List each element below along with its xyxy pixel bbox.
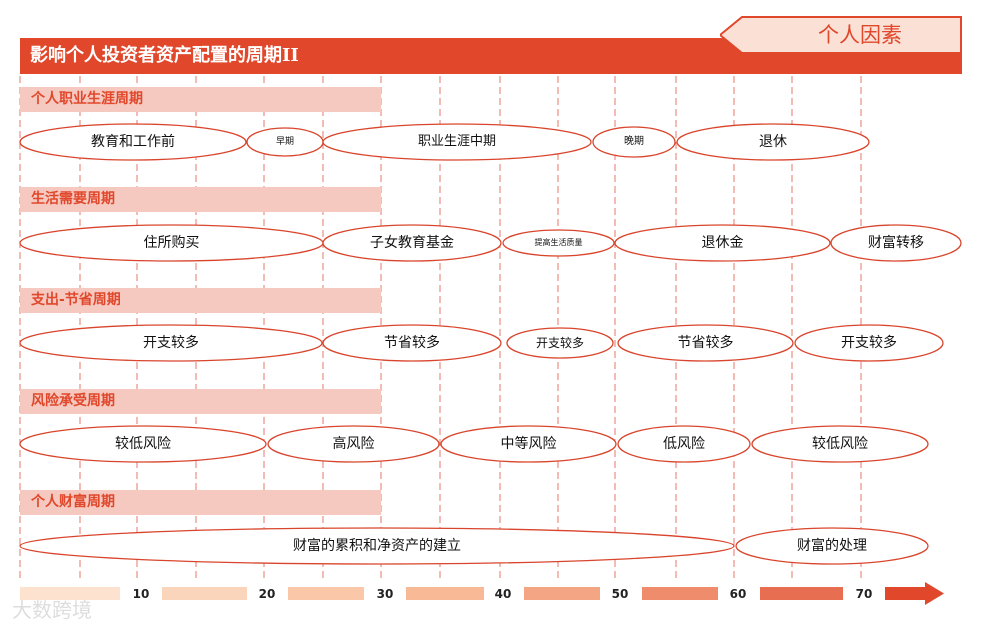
axis-tick-label: 50: [611, 587, 629, 601]
axis-segment: [760, 587, 843, 600]
oval-label: 住所购买: [143, 235, 200, 251]
axis-tick-label: 40: [494, 587, 512, 601]
axis-tick-label: 70: [855, 587, 873, 601]
axis-arrow: [885, 582, 944, 605]
oval-label: 开支较多: [841, 335, 897, 351]
page-title: 影响个人投资者资产配置的周期II: [30, 45, 299, 66]
oval-shape: [617, 324, 794, 362]
oval-label: 节省较多: [677, 335, 734, 351]
oval-shape: [502, 229, 615, 257]
axis-tick-label: 10: [132, 587, 150, 601]
oval-label: 财富转移: [868, 235, 924, 251]
axis-segment: [642, 587, 718, 600]
oval-label: 退休金: [701, 235, 744, 251]
oval-label: 退休: [759, 134, 787, 150]
axis-segment: [20, 587, 120, 600]
section-band-risk: [20, 389, 381, 414]
oval-label: 节省较多: [384, 335, 440, 351]
oval-label: 财富的累积和净资产的建立: [293, 538, 461, 554]
oval-shape: [592, 126, 676, 158]
oval-shape: [751, 425, 929, 463]
oval-label: 提高生活质量: [534, 238, 583, 247]
oval-label: 开支较多: [535, 336, 584, 350]
oval-shape: [19, 324, 323, 362]
oval-label: 开支较多: [143, 335, 199, 351]
oval-shape: [19, 123, 247, 161]
axis-tick-label: 30: [376, 587, 394, 601]
oval-label: 较低风险: [115, 436, 171, 452]
oval-shape: [19, 527, 735, 565]
oval-shape: [676, 123, 870, 161]
section-label-life-needs: 生活需要周期: [31, 191, 115, 207]
oval-shape: [322, 324, 502, 362]
watermark: 大数跨境: [12, 598, 92, 622]
oval-label: 低风险: [663, 436, 705, 452]
axis-segment: [162, 587, 247, 600]
oval-shape: [322, 123, 592, 161]
oval-shape: [735, 527, 929, 565]
oval-label: 早期: [275, 137, 294, 147]
section-label-wealth: 个人财富周期: [31, 494, 115, 510]
oval-label: 晚期: [624, 136, 644, 147]
section-band-career: [20, 87, 381, 112]
oval-label: 高风险: [332, 436, 375, 452]
oval-shape: [614, 224, 831, 262]
oval-label: 教育和工作前: [91, 134, 175, 150]
section-band-spending: [20, 288, 381, 313]
axis-tick-label: 60: [729, 587, 747, 601]
oval-label: 职业生涯中期: [417, 134, 496, 149]
oval-shape: [830, 224, 962, 262]
category-tag: 个人因素: [818, 23, 902, 47]
axis-tick-label: 20: [258, 587, 276, 601]
axis-segment: [288, 587, 364, 600]
oval-label: 子女教育基金: [370, 235, 454, 251]
tag-arrow-box: [720, 16, 962, 54]
oval-label: 中等风险: [500, 436, 557, 452]
oval-shape: [440, 425, 617, 463]
axis-segment: [524, 587, 600, 600]
oval-label: 财富的处理: [797, 538, 867, 554]
section-label-risk: 风险承受周期: [31, 393, 115, 409]
oval-shape: [617, 425, 751, 463]
oval-label: 较低风险: [812, 436, 868, 452]
section-label-spending: 支出-节省周期: [31, 292, 121, 308]
section-label-career: 个人职业生涯周期: [31, 91, 143, 107]
oval-shape: [19, 425, 267, 463]
oval-shape: [267, 425, 440, 463]
axis-segment: [406, 587, 484, 600]
section-band-life-needs: [20, 187, 381, 212]
oval-shape: [506, 327, 614, 359]
oval-shape: [322, 224, 502, 262]
section-band-wealth: [20, 490, 381, 515]
oval-shape: [794, 324, 944, 362]
